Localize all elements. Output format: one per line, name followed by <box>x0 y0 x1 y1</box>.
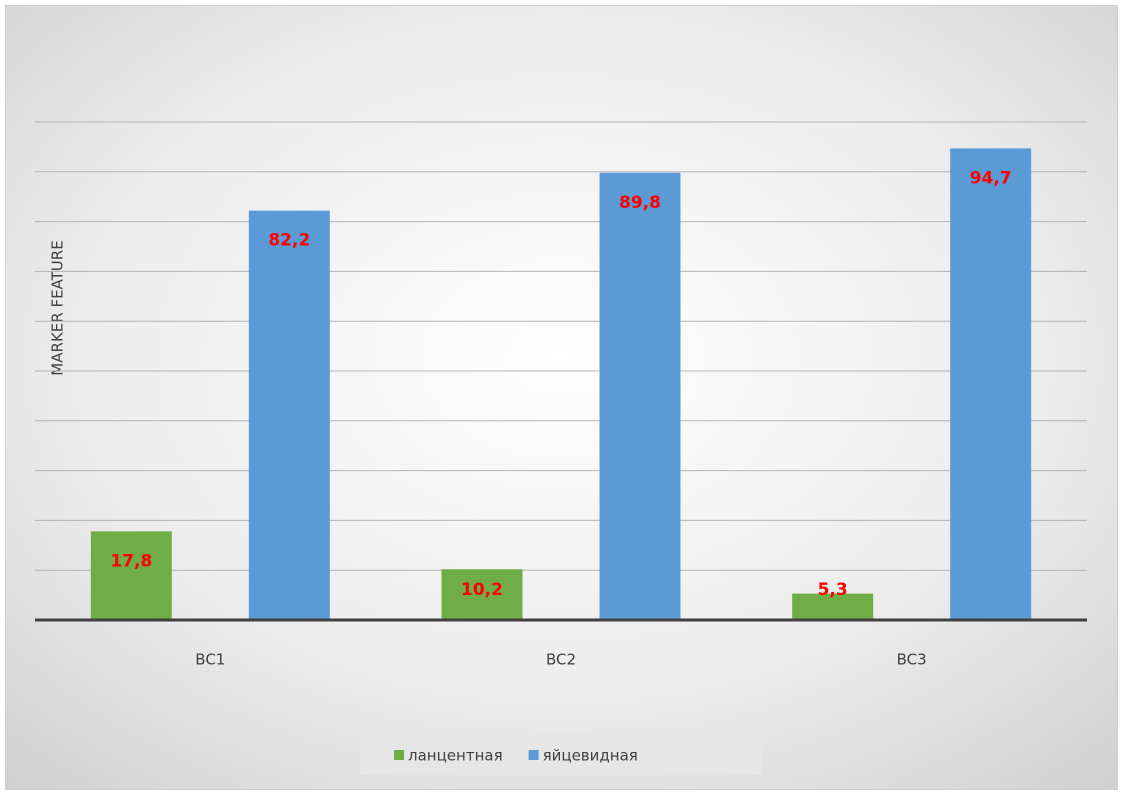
chart-area <box>5 5 1118 790</box>
legend-label: яйцевидная <box>543 747 638 765</box>
bar <box>90 531 172 620</box>
x-tick-label: BC1 <box>195 651 225 669</box>
value-label: 10,2 <box>461 580 503 600</box>
value-label: 94,7 <box>970 168 1012 188</box>
value-label: 82,2 <box>268 231 310 251</box>
value-label: 89,8 <box>619 193 661 213</box>
x-tick-label: BC2 <box>546 651 576 669</box>
y-axis-label: MARKER FEATURE <box>49 240 67 375</box>
legend-box <box>360 735 762 775</box>
bar <box>950 148 1032 621</box>
value-label: 5,3 <box>818 580 848 600</box>
bar <box>441 569 523 620</box>
bar <box>599 172 681 620</box>
x-tick-label: BC3 <box>897 651 927 669</box>
legend-label: ланцентная <box>408 747 503 765</box>
value-label: 17,8 <box>110 551 152 571</box>
legend-swatch <box>394 750 404 760</box>
bar <box>792 593 874 620</box>
legend-swatch <box>528 750 539 760</box>
bar <box>248 210 330 621</box>
